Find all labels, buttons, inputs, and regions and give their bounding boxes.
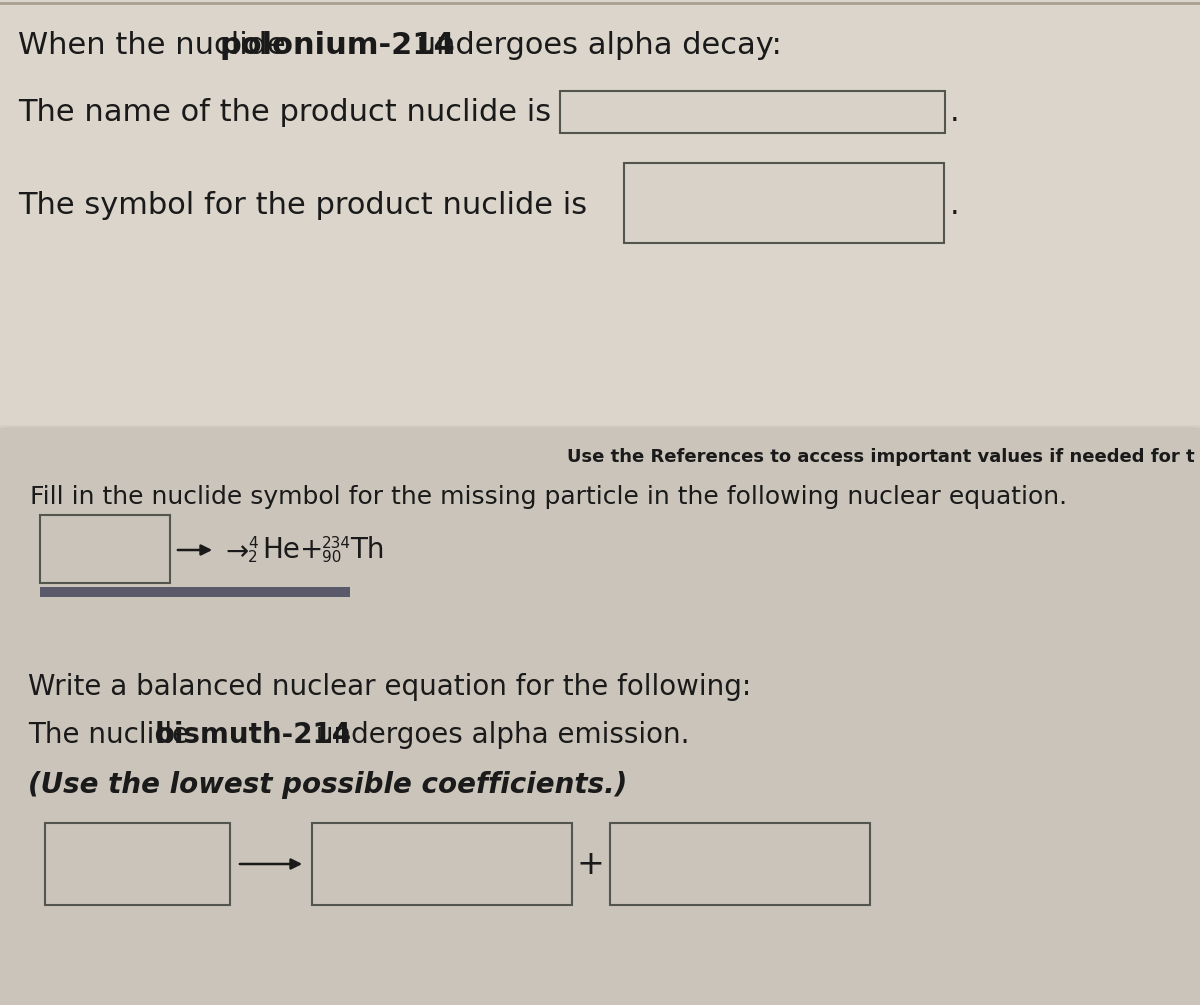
Text: 2: 2 bbox=[248, 550, 258, 565]
Text: +: + bbox=[300, 536, 323, 564]
Text: (Use the lowest possible coefficients.): (Use the lowest possible coefficients.) bbox=[28, 771, 628, 799]
Text: .: . bbox=[950, 191, 960, 219]
Text: +: + bbox=[576, 847, 604, 880]
Text: Fill in the nuclide symbol for the missing particle in the following nuclear equ: Fill in the nuclide symbol for the missi… bbox=[30, 485, 1067, 509]
Text: Th: Th bbox=[350, 536, 384, 564]
Text: The nuclide: The nuclide bbox=[28, 721, 198, 749]
Text: The name of the product nuclide is: The name of the product nuclide is bbox=[18, 97, 551, 127]
Text: Use the References to access important values if needed for t: Use the References to access important v… bbox=[568, 448, 1195, 466]
Bar bbox=[560, 91, 946, 133]
Text: Write a balanced nuclear equation for the following:: Write a balanced nuclear equation for th… bbox=[28, 673, 751, 701]
Bar bbox=[312, 823, 572, 904]
Text: polonium-214: polonium-214 bbox=[220, 30, 456, 59]
Text: undergoes alpha decay:: undergoes alpha decay: bbox=[407, 30, 781, 59]
Text: undergoes alpha emission.: undergoes alpha emission. bbox=[307, 721, 690, 749]
FancyBboxPatch shape bbox=[0, 652, 1200, 1005]
Text: .: . bbox=[950, 97, 960, 127]
FancyBboxPatch shape bbox=[0, 427, 1200, 658]
Text: $\rightarrow$: $\rightarrow$ bbox=[220, 536, 250, 564]
Text: bismuth-214: bismuth-214 bbox=[155, 721, 352, 749]
Bar bbox=[40, 587, 350, 597]
Text: 90: 90 bbox=[322, 550, 341, 565]
Bar bbox=[46, 823, 230, 904]
Text: 234: 234 bbox=[322, 536, 352, 551]
Bar bbox=[624, 163, 944, 243]
Bar bbox=[40, 515, 170, 583]
Text: When the nuclide: When the nuclide bbox=[18, 30, 295, 59]
Text: He: He bbox=[262, 536, 300, 564]
Text: The symbol for the product nuclide is: The symbol for the product nuclide is bbox=[18, 191, 587, 219]
Bar bbox=[0, 0, 1200, 425]
Bar bbox=[610, 823, 870, 904]
Text: 4: 4 bbox=[248, 536, 258, 551]
